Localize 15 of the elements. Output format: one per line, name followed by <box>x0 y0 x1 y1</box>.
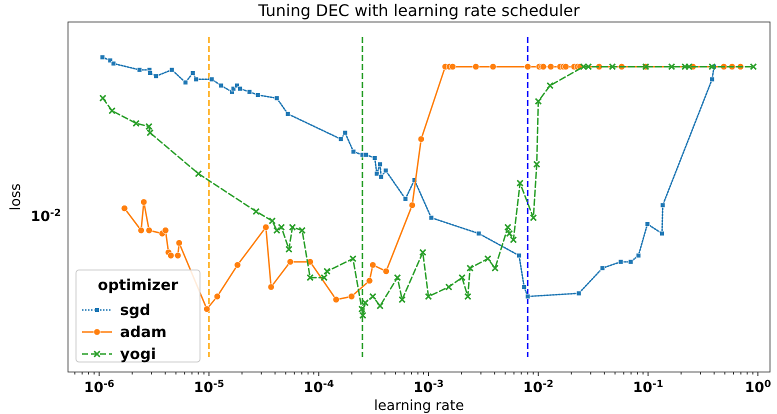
legend-label: adam <box>120 323 167 341</box>
text: 10$^{-2}$ <box>30 208 61 225</box>
x-tick-label: 10$^{-4}$ <box>304 378 334 396</box>
x-tick-label: 10$^{0}$ <box>744 378 772 396</box>
x-tick-label: 10$^{-1}$ <box>632 378 664 396</box>
x-tick-label: 10$^{-5}$ <box>194 378 224 396</box>
x-tick-label: 10$^{-2}$ <box>523 378 554 396</box>
y-axis-title: loss <box>8 183 24 211</box>
legend-label: yogi <box>120 345 156 363</box>
x-tick-label: 10$^{-6}$ <box>84 378 115 396</box>
legend-title: optimizer <box>98 276 179 294</box>
x-tick-label: 10$^{-3}$ <box>413 378 444 396</box>
legend-label: sgd <box>120 301 150 319</box>
x-axis-title: learning rate <box>374 398 464 414</box>
chart-title: Tuning DEC with learning rate scheduler <box>257 1 580 20</box>
